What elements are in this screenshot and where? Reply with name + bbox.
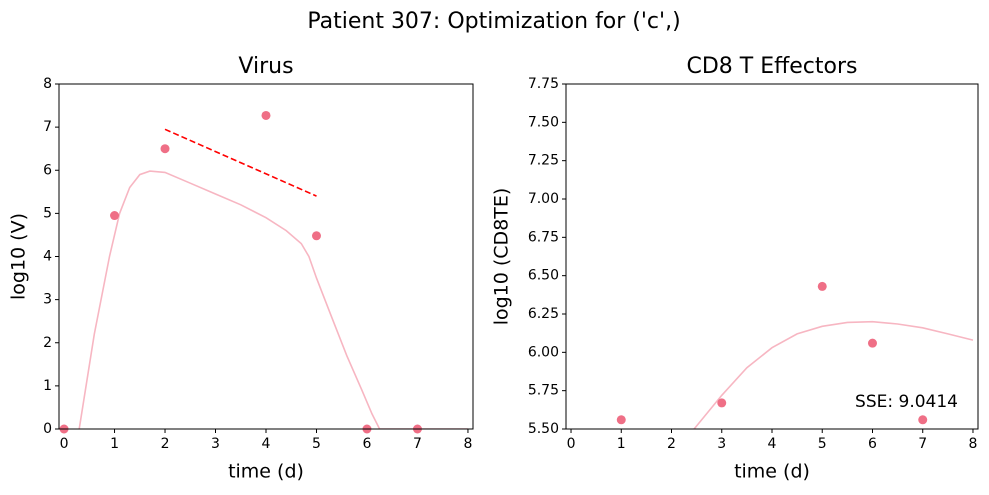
x-tick-label: 2 bbox=[667, 436, 676, 452]
x-tick-label: 8 bbox=[969, 436, 978, 452]
x-tick-label: 1 bbox=[110, 436, 119, 452]
x-tick-label: 5 bbox=[818, 436, 827, 452]
x-tick-label: 0 bbox=[60, 436, 69, 452]
data-point bbox=[717, 398, 727, 408]
data-point bbox=[867, 338, 877, 348]
model-line bbox=[693, 320, 974, 429]
axes-title: CD8 T Effectors bbox=[686, 54, 857, 79]
y-tick-label: 4 bbox=[43, 249, 52, 265]
x-axis-label: time (d) bbox=[228, 461, 304, 483]
x-tick-label: 7 bbox=[413, 436, 422, 452]
x-tick-label: 4 bbox=[768, 436, 777, 452]
y-tick-label: 6.75 bbox=[528, 229, 559, 245]
x-tick-label: 6 bbox=[363, 436, 372, 452]
y-tick-label: 7.50 bbox=[528, 114, 559, 130]
y-tick-label: 7.75 bbox=[528, 76, 559, 92]
y-tick-label: 7 bbox=[43, 119, 52, 135]
x-tick-label: 3 bbox=[717, 436, 726, 452]
x-tick-label: 4 bbox=[262, 436, 271, 452]
y-tick-label: 5.75 bbox=[528, 383, 559, 399]
x-tick-label: 7 bbox=[918, 436, 927, 452]
y-tick-label: 1 bbox=[43, 378, 52, 394]
x-axis-label: time (d) bbox=[734, 461, 810, 483]
figure-title: Patient 307: Optimization for ('c',) bbox=[307, 9, 680, 34]
y-tick-label: 2 bbox=[43, 335, 52, 351]
data-point bbox=[616, 415, 626, 425]
y-tick-label: 8 bbox=[43, 76, 52, 92]
data-point bbox=[261, 110, 271, 120]
annotation: SSE: 9.0414 bbox=[855, 392, 958, 412]
y-tick-label: 7.25 bbox=[528, 153, 559, 169]
x-tick-label: 2 bbox=[161, 436, 170, 452]
data-point bbox=[110, 211, 120, 221]
y-tick-label: 5 bbox=[43, 205, 52, 221]
data-point bbox=[311, 231, 321, 241]
y-axis-label: log10 (V) bbox=[8, 213, 30, 300]
axes-frame bbox=[58, 83, 474, 430]
y-tick-label: 6 bbox=[43, 162, 52, 178]
y-tick-label: 6.00 bbox=[528, 344, 559, 360]
y-tick-label: 3 bbox=[43, 292, 52, 308]
data-point bbox=[817, 281, 827, 291]
x-tick-label: 1 bbox=[617, 436, 626, 452]
y-tick-label: 7.00 bbox=[528, 191, 559, 207]
x-tick-label: 8 bbox=[463, 436, 472, 452]
trend-line bbox=[164, 128, 317, 197]
x-tick-label: 6 bbox=[868, 436, 877, 452]
y-tick-label: 5.50 bbox=[528, 421, 559, 437]
y-tick-label: 6.25 bbox=[528, 306, 559, 322]
x-tick-label: 3 bbox=[211, 436, 220, 452]
model-line bbox=[78, 170, 468, 429]
y-tick-label: 6.50 bbox=[528, 268, 559, 284]
data-point bbox=[918, 415, 928, 425]
x-tick-label: 0 bbox=[567, 436, 576, 452]
y-tick-label: 0 bbox=[43, 421, 52, 437]
axes-title: Virus bbox=[238, 54, 293, 79]
data-point bbox=[160, 144, 170, 154]
axes-frame bbox=[565, 83, 979, 430]
x-tick-label: 5 bbox=[312, 436, 321, 452]
y-axis-label: log10 (CD8TE) bbox=[491, 188, 513, 326]
